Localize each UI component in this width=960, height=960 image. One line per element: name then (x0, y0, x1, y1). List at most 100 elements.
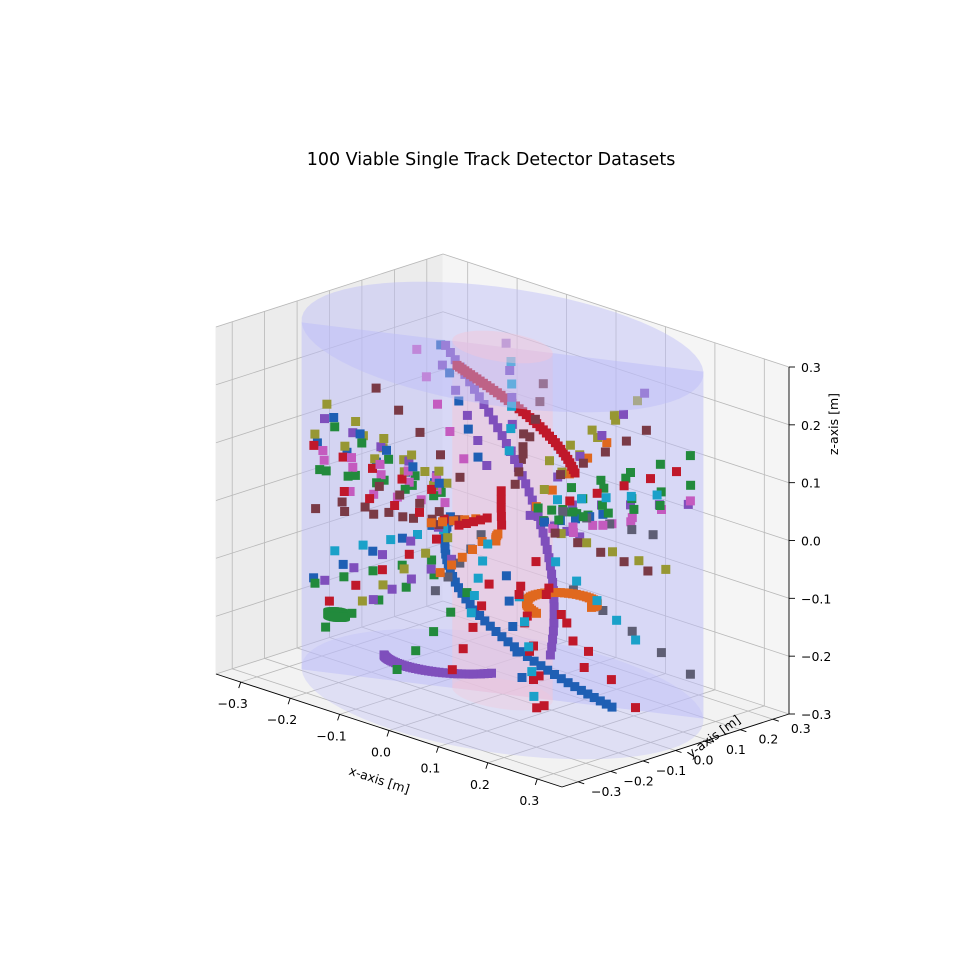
hit-marker (438, 517, 447, 527)
hit-marker (397, 533, 407, 543)
hit-marker (345, 487, 355, 496)
hit-marker (432, 485, 442, 495)
hit-marker (429, 491, 439, 501)
hit-marker (550, 528, 560, 538)
hit-marker (600, 447, 610, 457)
hit-marker (399, 564, 409, 574)
hit-marker (320, 414, 329, 424)
hit-marker (404, 456, 414, 466)
hit-marker (562, 526, 572, 536)
hit-marker (496, 503, 506, 513)
hit-marker (376, 442, 386, 452)
hit-marker (497, 431, 507, 441)
hit-marker (342, 447, 352, 457)
x-tick-mark (386, 730, 390, 737)
hit-marker (368, 546, 378, 556)
x-tick-label: 0.2 (470, 777, 490, 792)
hit-marker (310, 578, 320, 588)
x-tick-label: −0.2 (267, 712, 297, 727)
hit-marker (375, 459, 385, 469)
hit-marker (516, 581, 526, 591)
hit-marker (578, 512, 588, 522)
hit-marker (330, 612, 340, 622)
hit-marker (599, 483, 609, 493)
hit-marker (398, 512, 408, 522)
hit-marker (643, 566, 653, 576)
hit-marker (531, 557, 541, 567)
hit-marker (556, 470, 566, 480)
hit-marker (446, 607, 456, 617)
hit-marker (598, 606, 608, 615)
hit-marker (571, 514, 580, 524)
cylinder-top-cap (301, 281, 704, 413)
hit-marker (403, 466, 413, 476)
hit-marker (493, 529, 503, 539)
hit-marker (507, 393, 517, 402)
hit-marker (609, 410, 619, 420)
hit-marker (601, 699, 611, 709)
hit-marker (556, 529, 566, 539)
hit-marker (442, 555, 452, 565)
hit-marker (611, 415, 621, 425)
axes: −0.3−0.2−0.10.00.10.20.3−0.3−0.2−0.10.00… (215, 360, 831, 808)
hit-marker (538, 379, 548, 389)
hit-marker (619, 481, 629, 491)
hit-marker (454, 520, 464, 530)
hit-marker (368, 463, 377, 473)
hit-marker (517, 673, 527, 682)
hit-marker (589, 693, 599, 702)
hit-marker (474, 392, 484, 402)
hit-marker (548, 626, 558, 636)
hit-marker (382, 445, 391, 455)
y-tick-mark (675, 750, 682, 753)
hit-marker (445, 348, 455, 357)
hit-marker (407, 450, 417, 460)
hit-marker (399, 455, 409, 465)
hit-marker (597, 431, 607, 440)
hit-marker (603, 508, 613, 518)
hit-marker (602, 438, 612, 448)
y-tick-mark (578, 781, 585, 785)
hit-marker (365, 494, 375, 504)
hit-marker (368, 566, 378, 576)
hit-marker (522, 611, 532, 621)
hit-marker (508, 622, 518, 631)
hit-marker (685, 451, 695, 461)
hit-marker (524, 487, 534, 497)
hit-marker (368, 595, 378, 605)
hit-marker (520, 617, 529, 627)
hit-marker (549, 602, 559, 612)
hit-marker (576, 685, 586, 695)
hit-marker (640, 388, 650, 398)
y-tick-mark (740, 729, 747, 733)
hit-marker (539, 701, 549, 711)
hit-marker (413, 530, 422, 539)
hit-marker (529, 641, 538, 651)
hit-marker (510, 479, 520, 489)
hit-marker (482, 461, 492, 470)
hit-marker (583, 689, 593, 699)
hit-marker (318, 446, 328, 455)
hit-marker (310, 429, 320, 439)
hit-marker (608, 547, 617, 557)
hit-marker (355, 429, 365, 439)
hit-marker (404, 549, 414, 559)
hit-marker (426, 518, 436, 528)
hit-marker (554, 515, 564, 525)
hit-marker (347, 608, 357, 618)
x-tick-mark (337, 714, 340, 721)
hit-marker (309, 440, 319, 450)
hit-marker (457, 588, 467, 598)
hit-marker (541, 590, 551, 599)
hit-marker (343, 471, 353, 481)
hit-marker (627, 626, 637, 636)
hit-marker (311, 504, 321, 514)
hit-marker (469, 591, 479, 600)
hit-marker (395, 490, 405, 500)
hit-marker (376, 470, 386, 480)
hit-marker (496, 494, 506, 504)
hit-marker (514, 590, 524, 599)
hit-marker (454, 583, 463, 593)
hit-marker (411, 646, 421, 656)
